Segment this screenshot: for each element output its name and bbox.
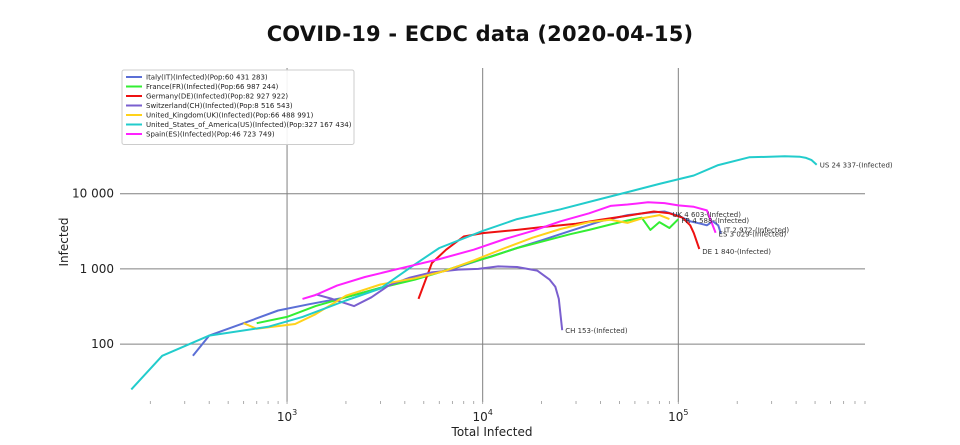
legend-entry: France(FR)(Infected)(Pop:66 987 244) <box>146 83 279 91</box>
series-line <box>130 155 818 391</box>
legend-box <box>121 69 355 145</box>
x-tick-label: 103 <box>277 408 297 424</box>
series-line <box>243 214 670 330</box>
series-end-label: ES 3 029-(Infected) <box>719 231 787 239</box>
legend-entry: United_Kingdom(UK)(Infected)(Pop:66 488 … <box>146 112 314 120</box>
legend-entry: Germany(DE)(Infected)(Pop:82 927 922) <box>146 93 288 101</box>
series-line <box>315 265 564 331</box>
legend-entry: United_States_of_America(US)(Infected)(P… <box>146 121 352 129</box>
legend-entry: Switzerland(CH)(Infected)(Pop:8 516 543) <box>146 102 293 110</box>
y-tick-label: 1 000 <box>80 262 114 276</box>
y-tick-label: 100 <box>91 337 114 351</box>
series-line <box>192 210 722 357</box>
series-line <box>302 201 717 300</box>
legend-entry: Italy(IT)(Infected)(Pop:60 431 283) <box>146 74 268 82</box>
y-axis-label: Infected <box>57 217 71 266</box>
series-end-label: CH 153-(Infected) <box>565 327 628 335</box>
end-labels: IT 2 972-(Infected)FR 4 588-(Infected) DE… <box>565 162 893 336</box>
chart-title: COVID-19 - ECDC data (2020-04-15) <box>266 22 694 46</box>
legend-entry: Spain(ES)(Infected)(Pop:46 723 749) <box>146 131 275 139</box>
series-lines <box>130 155 818 391</box>
x-axis-label: Total Infected <box>451 425 533 439</box>
series-end-label: US 24 337-(Infected) <box>820 162 893 170</box>
series-end-label: UK 4 603-(Infected) <box>672 211 741 219</box>
y-tick-label: 10 000 <box>72 187 114 201</box>
series-end-label: IT 2 972-(Infected) <box>724 226 789 234</box>
axis-ticks: 103 104 105 100 1 000 10 000 <box>72 187 866 424</box>
x-tick-label: 105 <box>668 408 688 424</box>
legend: Italy(IT)(Infected)(Pop:60 431 283)Franc… <box>121 69 355 145</box>
series-end-label: DE 1 840-(Infected) <box>702 248 771 256</box>
series-line <box>256 216 680 325</box>
series-end-label: FR 4 588-(Infected) <box>681 217 749 225</box>
x-tick-label: 104 <box>472 408 492 424</box>
